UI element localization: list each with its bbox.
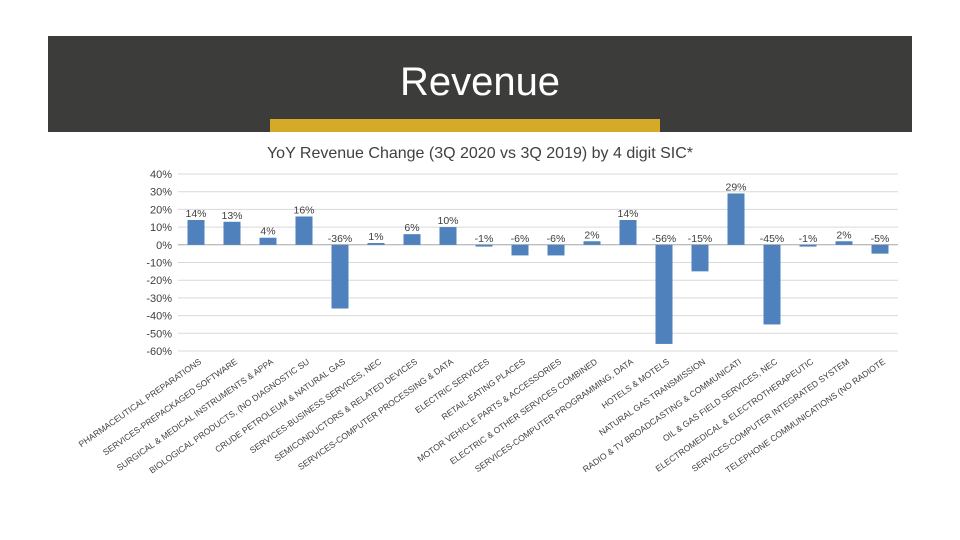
bar xyxy=(727,193,745,245)
bar xyxy=(439,227,457,245)
bar xyxy=(871,244,889,254)
data-label: 16% xyxy=(293,204,314,216)
data-label: -1% xyxy=(475,233,494,245)
data-label: 6% xyxy=(404,222,419,234)
data-label: 29% xyxy=(725,181,746,193)
bar xyxy=(619,220,637,245)
y-tick-label: -20% xyxy=(146,275,172,287)
y-tick-label: -40% xyxy=(146,311,172,323)
y-tick-label: 20% xyxy=(150,204,172,216)
y-tick-label: -10% xyxy=(146,258,172,270)
bar xyxy=(475,244,493,247)
data-label: 2% xyxy=(584,229,599,241)
y-tick-label: -50% xyxy=(146,328,172,340)
bar xyxy=(763,244,781,325)
data-label: -5% xyxy=(871,233,890,245)
bar xyxy=(331,244,349,309)
y-tick-label: -60% xyxy=(146,346,172,358)
bar xyxy=(583,241,601,245)
bar xyxy=(799,244,817,247)
y-tick-label: 10% xyxy=(150,222,172,234)
bar xyxy=(547,244,565,256)
data-label: 13% xyxy=(221,210,242,222)
data-label: -6% xyxy=(547,233,566,245)
data-label: -1% xyxy=(799,233,818,245)
bar xyxy=(223,221,241,245)
accent-bar xyxy=(270,119,660,132)
bar xyxy=(511,244,529,256)
category-label: SERVICES-BUSINESS SERVICES, NEC xyxy=(248,356,383,455)
y-tick-label: 30% xyxy=(150,187,172,199)
y-tick-label: -30% xyxy=(146,293,172,305)
bar xyxy=(691,244,709,272)
data-label: -6% xyxy=(511,233,530,245)
bar xyxy=(367,243,385,245)
data-label: 14% xyxy=(185,208,206,220)
data-label: -36% xyxy=(328,233,353,245)
data-label: -45% xyxy=(760,233,785,245)
data-label: -56% xyxy=(652,233,677,245)
bar xyxy=(655,244,673,344)
bar xyxy=(259,237,277,245)
category-label: SURGICAL & MEDICAL INSTRUMENTS & APPA xyxy=(115,356,276,473)
data-label: 14% xyxy=(617,208,638,220)
title-bar xyxy=(48,36,912,132)
slide-title: Revenue xyxy=(399,60,561,104)
bar xyxy=(835,241,853,245)
data-label: 1% xyxy=(368,231,383,243)
y-tick-label: 0% xyxy=(156,240,172,252)
y-tick-label: 40% xyxy=(150,169,172,181)
category-label: CRUDE PETROLEUM & NATURAL GAS xyxy=(213,356,347,454)
chart-title: YoY Revenue Change (3Q 2020 vs 3Q 2019) … xyxy=(267,145,693,162)
bar xyxy=(187,220,205,245)
data-label: 4% xyxy=(260,226,275,238)
bar xyxy=(403,234,421,245)
data-label: 2% xyxy=(836,229,851,241)
data-label: 10% xyxy=(437,215,458,227)
data-label: -15% xyxy=(688,233,713,245)
bar xyxy=(295,216,313,245)
